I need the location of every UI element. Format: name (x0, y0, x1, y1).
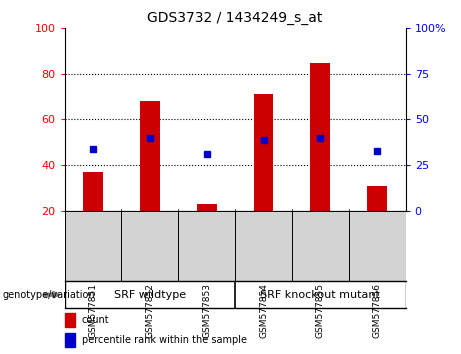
Text: SRF wildtype: SRF wildtype (114, 290, 186, 300)
Bar (65, 314, 75, 327)
Bar (65, 333, 75, 347)
Text: SRF knockout mutant: SRF knockout mutant (260, 290, 380, 300)
Bar (140, 101, 160, 211)
Text: genotype/variation: genotype/variation (2, 290, 95, 300)
Bar (83, 172, 103, 211)
Text: percentile rank within the sample: percentile rank within the sample (82, 335, 247, 344)
Title: GDS3732 / 1434249_s_at: GDS3732 / 1434249_s_at (148, 11, 323, 24)
Bar (310, 63, 331, 211)
Bar (367, 185, 387, 211)
Bar (197, 204, 217, 211)
Bar (254, 95, 273, 211)
Text: count: count (82, 315, 109, 325)
